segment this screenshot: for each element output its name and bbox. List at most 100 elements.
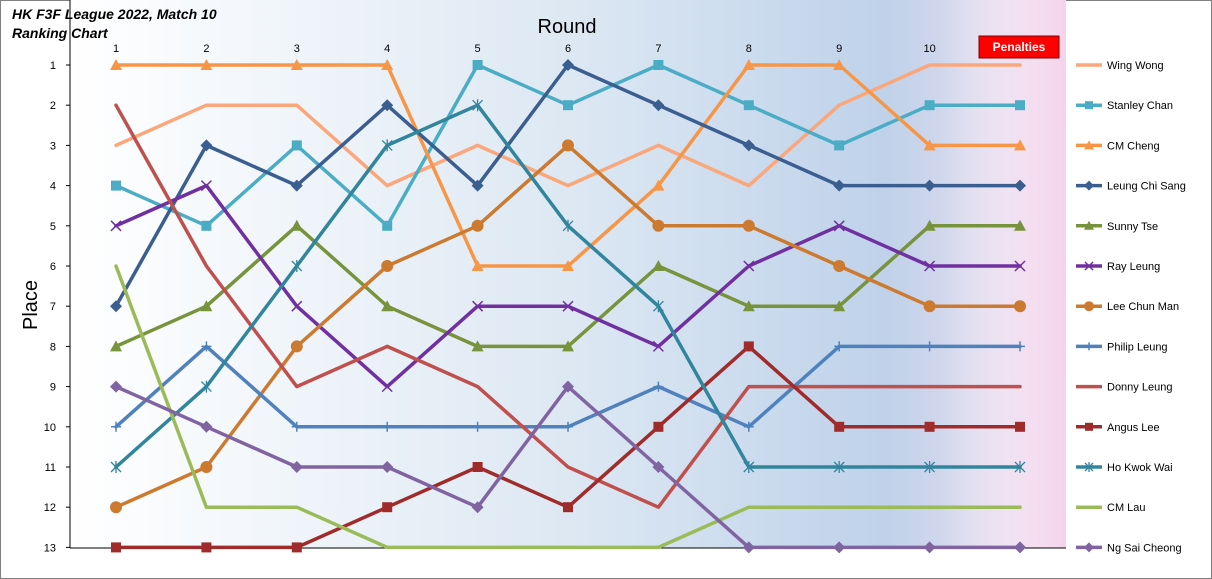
data-point [1018,385,1022,389]
series-layer [110,59,1026,554]
data-point [200,420,213,433]
data-point [1014,260,1026,272]
data-point [833,59,846,70]
data-point [924,260,936,272]
legend-marker [1084,180,1094,191]
data-point [1015,100,1025,111]
data-point [833,300,846,312]
data-point [385,344,389,348]
data-point [295,385,299,389]
data-point [562,300,574,312]
data-point [201,341,212,352]
plot-area [70,0,1066,548]
legend-marker [1085,342,1093,351]
data-point [200,139,213,152]
data-point [476,545,480,549]
series-lee-chun-man [110,139,1026,514]
data-point [656,505,660,509]
data-point [200,59,213,70]
data-point [834,140,845,151]
data-point [110,501,122,514]
legend-label: Philip Leung [1107,341,1168,353]
data-point [381,381,393,393]
y-tick-label: 10 [44,422,56,434]
data-point [563,100,573,111]
y-tick-label: 12 [44,502,56,514]
data-point [290,219,303,231]
data-point [290,179,303,192]
data-point [476,385,480,389]
data-point [472,99,484,112]
data-point [295,505,299,509]
data-point [743,341,754,352]
data-point [291,260,303,272]
data-point [743,421,754,432]
data-point [291,300,303,312]
data-point [110,340,122,352]
data-point [382,421,393,432]
data-point [381,99,394,112]
data-point [562,219,574,232]
legend-label: Ho Kwok Wai [1107,462,1173,474]
legend-marker [1084,542,1094,553]
data-point [834,341,845,352]
data-point [295,103,299,107]
data-point [656,143,660,147]
data-point [385,545,389,549]
series-leung-chi-sang [110,59,1026,313]
data-point [1014,300,1026,313]
data-point [1018,63,1022,67]
data-point [200,180,212,192]
data-point [837,505,841,509]
data-point [566,545,570,549]
data-point [200,461,213,473]
legend-item: CM Cheng [1076,140,1160,152]
data-point [290,59,303,70]
data-point [747,505,751,509]
legend-label: Ng Sai Cheong [1107,542,1182,554]
legend-item: Leung Chi Sang [1076,180,1186,193]
series-philip-leung [111,341,1025,432]
x-tick-label: 7 [655,43,661,55]
data-point [924,461,936,473]
data-point [111,180,121,191]
data-point [1014,541,1026,554]
x-tick-label: 1 [113,43,119,55]
data-point [652,219,665,232]
penalties-badge [978,35,1060,59]
legend-label: CM Lau [1107,502,1146,514]
data-point [471,179,484,192]
data-point [114,103,118,107]
legend-marker [1084,140,1094,150]
legend-item: Ray Leung [1076,261,1160,273]
data-point [1015,341,1025,352]
data-point [1014,139,1026,151]
data-point [110,220,122,232]
y-tick-label: 9 [50,382,56,394]
data-point [472,421,483,432]
data-point [652,260,665,271]
legend-item: Philip Leung [1076,341,1168,353]
data-point [291,421,302,432]
data-point [742,139,755,152]
legend-marker [1084,220,1094,230]
y-tick-label: 4 [50,181,56,193]
data-point [743,461,755,473]
legend-label: Lee Chun Man [1107,301,1179,313]
data-point [833,220,845,232]
data-point [928,505,932,509]
data-point [382,502,393,513]
x-tick-labels: 1 2 3 4 5 6 7 8 9 10 [113,43,936,55]
data-point [924,421,935,432]
legend-marker [1084,301,1094,312]
data-point [1018,505,1022,509]
data-point [471,260,484,271]
y-tick-label: 6 [50,261,56,273]
data-point [1015,421,1025,432]
data-point [1014,219,1026,231]
data-point [837,385,841,389]
data-point [200,380,212,393]
x-tick-label: 6 [565,43,571,55]
y-tick-label: 5 [50,221,56,233]
